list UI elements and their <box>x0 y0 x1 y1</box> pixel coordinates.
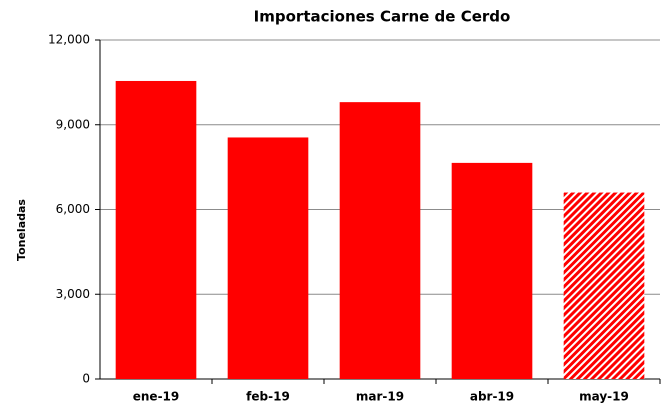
y-tick-label: 12,000 <box>48 33 90 47</box>
x-tick-label: abr-19 <box>470 390 514 404</box>
bar <box>227 137 309 379</box>
y-tick-label: 9,000 <box>56 117 90 131</box>
bar <box>451 162 533 379</box>
y-tick-label: 0 <box>82 372 90 386</box>
x-tick-label: feb-19 <box>246 390 290 404</box>
bar <box>563 192 645 379</box>
y-tick-label: 3,000 <box>56 287 90 301</box>
x-tick-label: ene-19 <box>133 390 180 404</box>
bar <box>115 80 197 380</box>
y-tick-label: 6,000 <box>56 202 90 216</box>
x-tick-label: may-19 <box>579 390 629 404</box>
bar <box>339 102 421 380</box>
x-tick-label: mar-19 <box>356 390 404 404</box>
y-axis-label: Toneladas <box>15 199 28 261</box>
chart-title: Importaciones Carne de Cerdo <box>254 8 511 26</box>
